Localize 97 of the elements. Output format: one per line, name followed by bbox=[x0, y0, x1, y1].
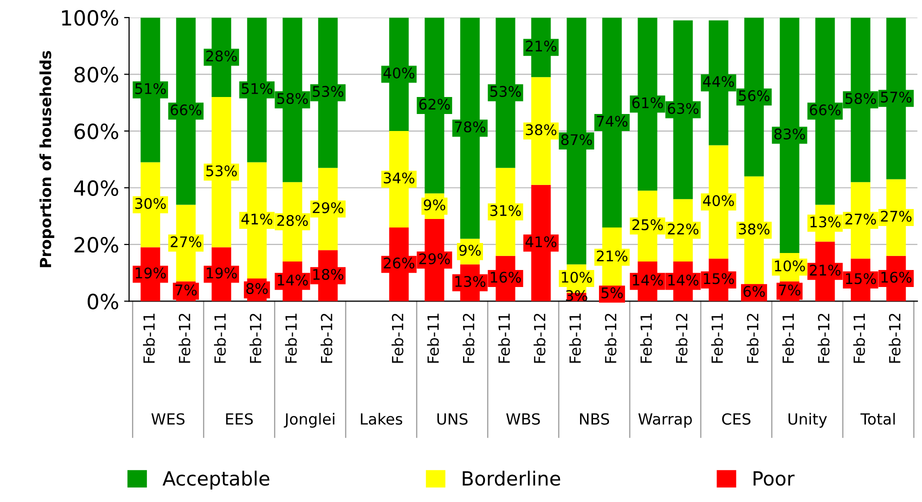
x-tick-label: Feb-11 bbox=[569, 314, 581, 363]
data-label: 44% bbox=[703, 76, 734, 88]
data-label: 21% bbox=[596, 250, 628, 262]
y-tick-label: 20% bbox=[74, 236, 118, 253]
data-label: 19% bbox=[206, 267, 237, 278]
x-tick-label: Feb-11 bbox=[285, 314, 297, 363]
y-tick-label: 80% bbox=[74, 66, 118, 83]
data-label: 56% bbox=[738, 90, 770, 102]
data-label: 41% bbox=[241, 214, 272, 225]
data-label: 19% bbox=[136, 267, 166, 278]
data-label: 27% bbox=[880, 210, 912, 222]
data-label: 51% bbox=[242, 83, 272, 94]
x-tick-label: Feb-11 bbox=[214, 314, 226, 363]
data-label: 63% bbox=[668, 102, 698, 114]
data-label: 57% bbox=[881, 92, 912, 103]
data-label: 66% bbox=[170, 104, 202, 116]
data-label: 58% bbox=[845, 93, 876, 104]
data-label: 28% bbox=[277, 214, 308, 226]
data-label: 74% bbox=[597, 116, 628, 127]
x-tick-label: Feb-12 bbox=[888, 314, 901, 363]
data-label: 62% bbox=[419, 98, 450, 110]
y-tick-label: 0% bbox=[88, 294, 118, 310]
data-label: 21% bbox=[526, 40, 556, 52]
text: WBS bbox=[506, 413, 540, 425]
data-label: 61% bbox=[632, 97, 663, 108]
text: Unity bbox=[788, 412, 827, 428]
data-label: 53% bbox=[490, 86, 521, 97]
x-tick-label: Feb-11 bbox=[853, 314, 866, 363]
data-label: 83% bbox=[774, 128, 805, 140]
y-tick-label: 40% bbox=[74, 180, 118, 196]
text: NBS bbox=[580, 413, 610, 425]
data-label: 53% bbox=[206, 165, 237, 176]
y-axis-title: Proportion of households bbox=[39, 50, 54, 268]
data-label: 13% bbox=[810, 216, 840, 228]
x-tick-label: Feb-11 bbox=[782, 314, 794, 363]
data-label: 14% bbox=[278, 274, 308, 286]
x-tick-label: Feb-11 bbox=[427, 314, 439, 363]
text: CES bbox=[722, 413, 750, 425]
text: WES bbox=[151, 413, 185, 425]
data-label: 16% bbox=[881, 272, 912, 283]
data-label: 38% bbox=[526, 124, 556, 136]
data-label: 87% bbox=[561, 134, 592, 146]
data-label: 14% bbox=[632, 274, 663, 286]
data-label: 40% bbox=[383, 67, 414, 79]
data-label: 26% bbox=[384, 258, 414, 269]
x-tick-label: Feb-12 bbox=[178, 314, 190, 363]
text: UNS bbox=[437, 413, 468, 425]
data-label: 14% bbox=[668, 274, 698, 286]
x-tick-label: Feb-12 bbox=[250, 314, 262, 363]
legend-label: Acceptable bbox=[162, 470, 270, 490]
data-label: 5% bbox=[602, 287, 623, 298]
y-tick-label: 60% bbox=[74, 123, 118, 140]
data-label: 53% bbox=[312, 86, 344, 97]
x-tick-label: Feb-12 bbox=[534, 314, 546, 363]
x-tick-label: Feb-11 bbox=[640, 314, 652, 363]
data-label: 29% bbox=[419, 253, 450, 264]
x-tick-label: Feb-12 bbox=[462, 314, 474, 363]
y-tick-label: 100% bbox=[62, 10, 118, 26]
x-tick-label: Feb-12 bbox=[818, 314, 830, 363]
data-label: 29% bbox=[312, 202, 344, 214]
data-label: 28% bbox=[206, 50, 237, 62]
text: Jonglei bbox=[284, 412, 334, 428]
text: Warrap bbox=[638, 413, 692, 428]
data-label: 30% bbox=[135, 198, 166, 209]
data-label: 40% bbox=[703, 195, 734, 206]
data-label: 38% bbox=[738, 223, 770, 235]
data-label: 51% bbox=[135, 83, 166, 94]
x-tick-label: Feb-11 bbox=[498, 314, 510, 363]
x-tick-label: Feb-12 bbox=[676, 314, 688, 363]
data-label: 41% bbox=[525, 236, 556, 248]
x-tick-label: Feb-12 bbox=[392, 314, 404, 363]
data-label: 21% bbox=[810, 264, 840, 276]
x-tick-label: Feb-12 bbox=[320, 314, 332, 363]
data-label: 25% bbox=[632, 219, 663, 230]
data-label: 31% bbox=[490, 205, 521, 216]
data-label: 27% bbox=[845, 214, 876, 225]
data-label: 66% bbox=[810, 104, 840, 116]
data-label: 58% bbox=[277, 93, 308, 104]
x-tick-label: Feb-12 bbox=[746, 314, 758, 363]
data-label: 15% bbox=[846, 273, 876, 284]
text: Lakes bbox=[360, 412, 402, 425]
data-label: 16% bbox=[490, 272, 521, 283]
x-tick-label: Feb-11 bbox=[711, 314, 723, 363]
text: EES bbox=[226, 413, 253, 425]
text: Total bbox=[860, 412, 895, 425]
legend-label: Borderline bbox=[462, 470, 560, 486]
data-label: 27% bbox=[170, 236, 202, 248]
data-label: 15% bbox=[704, 273, 734, 284]
x-tick-label: Feb-12 bbox=[604, 314, 616, 363]
data-label: 34% bbox=[384, 172, 414, 184]
data-label: 18% bbox=[313, 268, 344, 280]
data-label: 6% bbox=[743, 286, 765, 297]
data-label: 13% bbox=[455, 276, 486, 287]
x-tick-label: Feb-11 bbox=[142, 314, 155, 363]
data-label: 22% bbox=[668, 223, 698, 235]
legend-label: Poor bbox=[754, 471, 795, 486]
data-label: 78% bbox=[454, 121, 486, 132]
